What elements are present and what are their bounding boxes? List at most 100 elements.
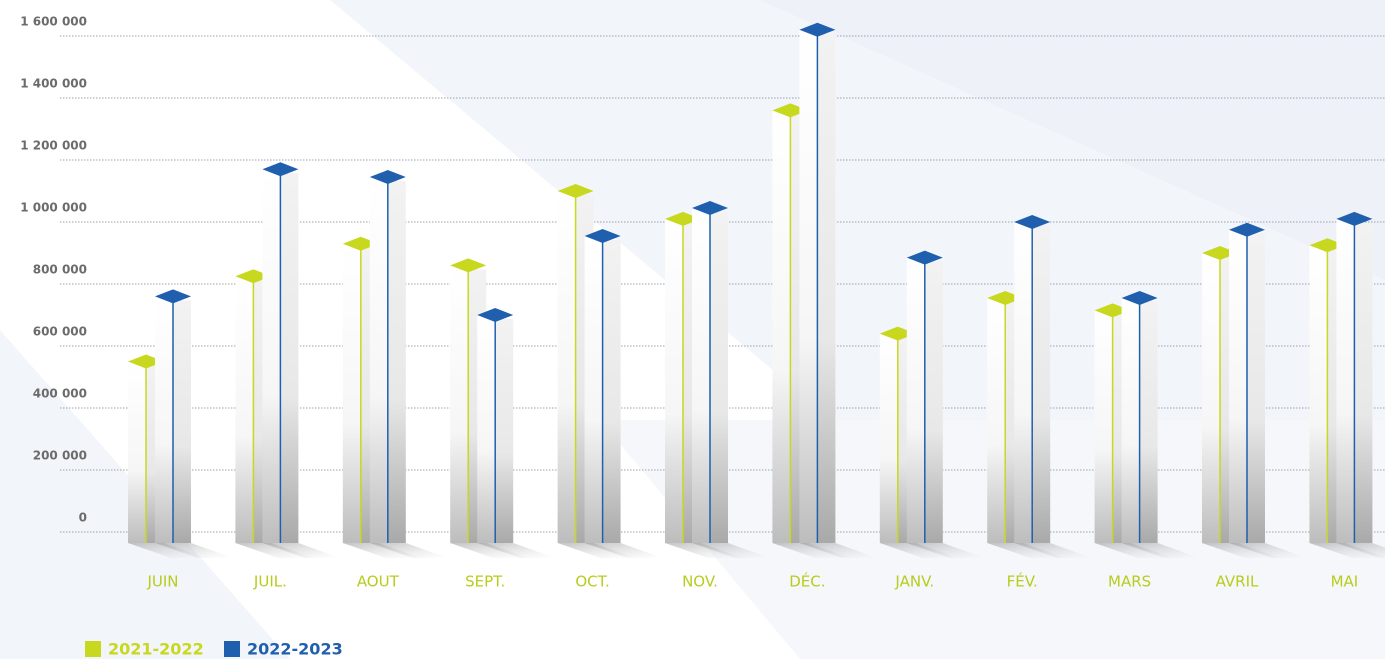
bar-cap bbox=[557, 184, 594, 198]
bar-shadow bbox=[665, 543, 743, 558]
bar-shadow bbox=[799, 543, 878, 558]
bar-body bbox=[1229, 229, 1247, 543]
bar-body bbox=[906, 257, 925, 543]
bar-cap bbox=[1229, 222, 1265, 237]
bar-cap bbox=[1336, 211, 1373, 226]
bar-cap bbox=[369, 170, 406, 185]
y-tick-label: 200 000 bbox=[33, 449, 87, 463]
x-tick-label: FÉV. bbox=[1007, 572, 1038, 591]
bar-side bbox=[495, 319, 514, 543]
bar-shadow bbox=[987, 543, 1066, 558]
bar-body bbox=[235, 276, 254, 543]
bar-side bbox=[387, 181, 406, 544]
plot: 0 200 000 400 000 600 000 800 000 1 000 000 1 … bbox=[20, 15, 1385, 591]
bar-shadow bbox=[1309, 543, 1385, 558]
bar-shadow bbox=[557, 543, 636, 558]
x-tick-label: OCT. bbox=[575, 573, 609, 591]
bar-body bbox=[477, 315, 496, 543]
bar-shadow bbox=[772, 543, 851, 558]
bar-body bbox=[879, 333, 898, 543]
bar-body bbox=[665, 218, 683, 543]
bar-cap bbox=[450, 258, 487, 273]
bar-cap bbox=[477, 308, 514, 322]
bar-side bbox=[710, 212, 728, 544]
bar-body bbox=[987, 297, 1006, 543]
bar-cap bbox=[584, 228, 621, 243]
bar-body bbox=[1014, 222, 1033, 543]
bar-body bbox=[692, 208, 710, 544]
bar-shadow bbox=[155, 543, 233, 558]
bar-shadow bbox=[692, 543, 770, 558]
bar-body bbox=[1202, 253, 1220, 543]
bar-side bbox=[1139, 301, 1158, 543]
bar-shadow bbox=[1014, 543, 1093, 558]
bar-cap bbox=[799, 22, 836, 37]
bar-shadow bbox=[369, 543, 448, 558]
x-tick-label: SEPT. bbox=[465, 573, 505, 591]
bar-body bbox=[584, 235, 603, 543]
bar-cap bbox=[155, 289, 191, 304]
y-tick-label: 1 200 000 bbox=[20, 139, 87, 153]
bar-cap bbox=[1121, 290, 1158, 305]
bar-body bbox=[1336, 218, 1355, 543]
bar-side bbox=[602, 239, 621, 543]
legend-label: 2022-2023 bbox=[247, 640, 343, 659]
x-tick-label: MAI bbox=[1331, 573, 1359, 591]
x-tick-label: MARS bbox=[1108, 573, 1151, 591]
bar-shadow bbox=[1121, 543, 1200, 558]
bar-shadow bbox=[235, 543, 314, 558]
bar-shadow bbox=[1094, 543, 1173, 558]
bar-body bbox=[155, 296, 173, 543]
bar-cap bbox=[692, 201, 728, 216]
bar-shadow bbox=[450, 543, 529, 558]
bar-cap bbox=[262, 162, 299, 177]
x-tick-label: NOV. bbox=[682, 573, 718, 591]
legend-swatch bbox=[224, 641, 240, 657]
bar-body bbox=[128, 361, 146, 543]
bar-shadow bbox=[906, 543, 985, 558]
bar-shadow bbox=[1229, 543, 1307, 558]
bar-side bbox=[924, 261, 943, 543]
bar-shadow bbox=[879, 543, 958, 558]
bar-shadow bbox=[1202, 543, 1280, 558]
y-tick-label: 0 bbox=[79, 511, 87, 525]
y-tick-label: 1 600 000 bbox=[20, 15, 87, 29]
x-tick-label: JANV. bbox=[894, 573, 934, 591]
x-tick-label: DÉC. bbox=[789, 572, 825, 591]
bar-shadow bbox=[1336, 543, 1385, 558]
bar-body bbox=[557, 191, 576, 543]
x-tick-label: JUIN bbox=[146, 573, 178, 591]
bar-side bbox=[1354, 222, 1373, 543]
x-tick-label: AVRIL bbox=[1216, 573, 1259, 591]
bar-shadow bbox=[128, 543, 206, 558]
bar-shadow bbox=[262, 543, 341, 558]
bar-shadow bbox=[477, 543, 556, 558]
legend-label: 2021-2022 bbox=[108, 640, 204, 659]
bar-body bbox=[1121, 297, 1140, 543]
x-tick-label: JUIL. bbox=[253, 573, 287, 591]
bar-body bbox=[772, 110, 791, 544]
bar-shadow bbox=[342, 543, 421, 558]
bar-cap bbox=[906, 250, 943, 265]
bar-body bbox=[342, 243, 361, 543]
x-tick-label: AOUT bbox=[357, 573, 400, 591]
y-tick-label: 800 000 bbox=[33, 263, 87, 277]
bar-body bbox=[450, 265, 469, 543]
y-tick-label: 1 400 000 bbox=[20, 77, 87, 91]
y-tick-label: 400 000 bbox=[33, 387, 87, 401]
bar-body bbox=[1309, 245, 1328, 543]
bar-body bbox=[262, 169, 281, 544]
bar-side bbox=[173, 300, 191, 543]
bar-body bbox=[799, 29, 818, 544]
legend-swatch bbox=[85, 641, 101, 657]
bar-side bbox=[817, 33, 836, 544]
bar-body bbox=[369, 177, 388, 544]
bar-side bbox=[1032, 226, 1051, 543]
bar-side bbox=[1247, 233, 1265, 543]
y-tick-label: 600 000 bbox=[33, 325, 87, 339]
bar-cap bbox=[1014, 215, 1051, 229]
bar-side bbox=[280, 173, 299, 544]
bar-shadow bbox=[584, 543, 663, 558]
bar-body bbox=[1094, 310, 1113, 543]
